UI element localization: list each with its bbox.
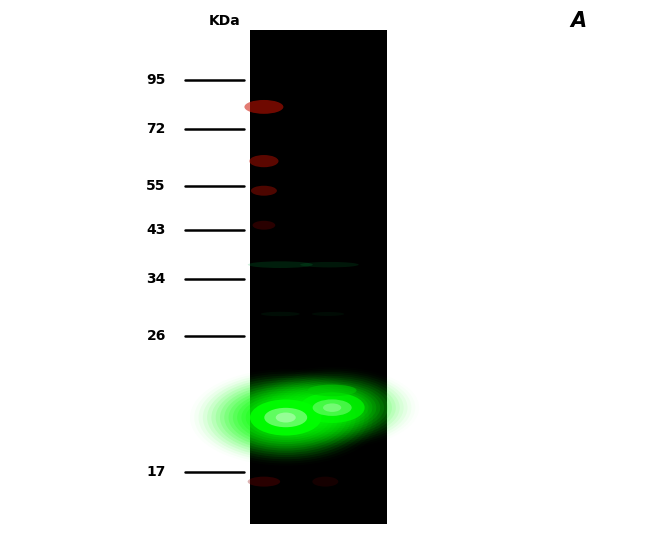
Ellipse shape	[237, 393, 334, 442]
Ellipse shape	[296, 391, 369, 425]
Ellipse shape	[203, 376, 369, 459]
Ellipse shape	[300, 392, 365, 423]
Ellipse shape	[323, 403, 341, 412]
Ellipse shape	[251, 186, 277, 196]
Ellipse shape	[265, 408, 307, 427]
Ellipse shape	[224, 387, 347, 449]
Ellipse shape	[229, 389, 343, 447]
Text: 43: 43	[146, 223, 166, 237]
Ellipse shape	[233, 391, 339, 444]
Ellipse shape	[248, 476, 280, 486]
Ellipse shape	[261, 312, 300, 316]
Text: A: A	[571, 11, 586, 31]
Text: 95: 95	[146, 73, 166, 87]
Ellipse shape	[246, 397, 326, 438]
Text: 72: 72	[146, 122, 166, 136]
Ellipse shape	[284, 385, 380, 430]
Text: 26: 26	[146, 329, 166, 343]
Ellipse shape	[241, 395, 330, 440]
Ellipse shape	[250, 155, 279, 167]
Text: KDa: KDa	[209, 14, 240, 28]
Ellipse shape	[300, 262, 359, 268]
Ellipse shape	[220, 384, 352, 450]
Ellipse shape	[280, 383, 384, 432]
Ellipse shape	[276, 381, 388, 434]
Ellipse shape	[250, 399, 322, 435]
Ellipse shape	[312, 476, 338, 486]
Ellipse shape	[265, 376, 400, 439]
Text: 17: 17	[146, 465, 166, 479]
Ellipse shape	[253, 221, 276, 230]
Ellipse shape	[308, 384, 357, 396]
Ellipse shape	[207, 378, 365, 457]
Ellipse shape	[276, 413, 296, 423]
Ellipse shape	[288, 387, 376, 428]
Ellipse shape	[216, 382, 356, 453]
Bar	[250, 30, 387, 524]
Ellipse shape	[248, 261, 313, 268]
Ellipse shape	[261, 374, 404, 442]
Ellipse shape	[272, 379, 392, 436]
Ellipse shape	[268, 378, 396, 438]
Ellipse shape	[211, 380, 360, 455]
Ellipse shape	[292, 389, 372, 427]
Ellipse shape	[312, 312, 344, 316]
Ellipse shape	[313, 399, 352, 416]
Text: 34: 34	[146, 273, 166, 286]
Ellipse shape	[244, 100, 283, 114]
Text: 55: 55	[146, 179, 166, 193]
